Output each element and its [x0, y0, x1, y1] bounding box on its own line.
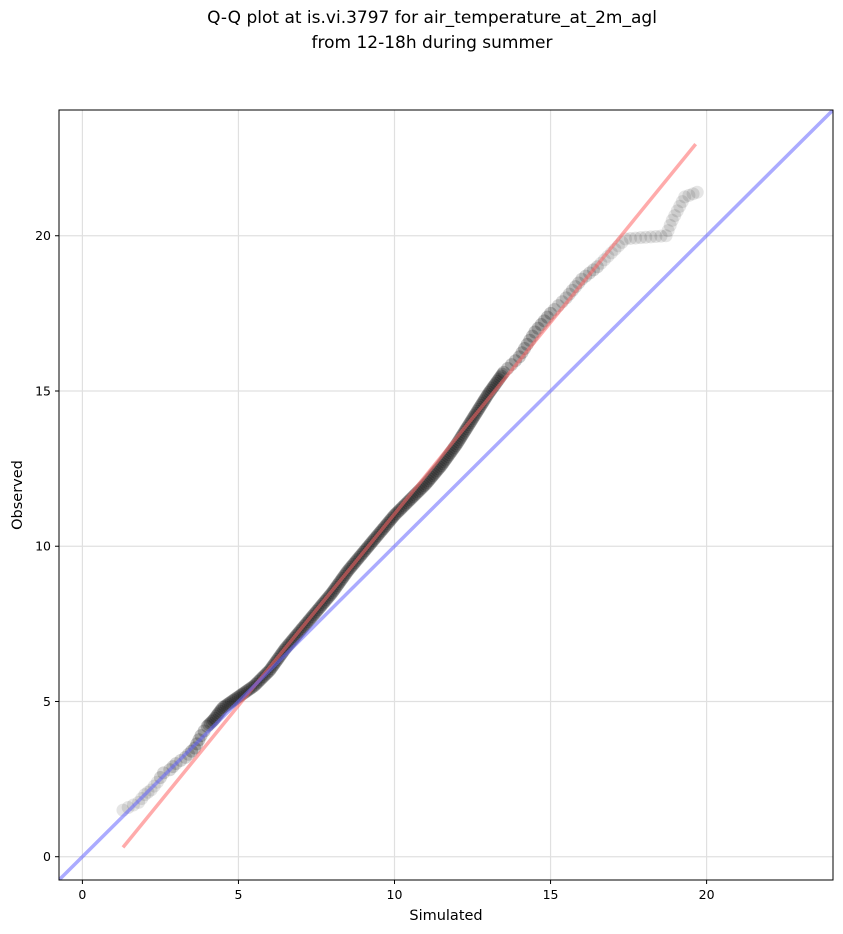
quantile-point: [673, 199, 687, 213]
quantile-point: [597, 253, 611, 267]
reference-lines: [59, 110, 833, 880]
quantile-point: [668, 209, 682, 223]
y-tick-label: 20: [35, 228, 51, 243]
quantile-point: [400, 496, 414, 510]
quantile-point: [663, 218, 677, 232]
quantile-point: [456, 427, 470, 441]
x-axis: 0 5 10 15 20: [78, 880, 715, 902]
quantile-point: [457, 425, 471, 439]
quantile-point: [629, 231, 643, 245]
quantile-point: [512, 350, 526, 364]
chart-title: Q-Q plot at is.vi.3797 for air_temperatu…: [207, 8, 657, 28]
x-tick-label: 10: [387, 887, 403, 902]
quantile-point: [661, 224, 675, 238]
y-tick-label: 5: [43, 694, 51, 709]
quantile-point: [178, 750, 192, 764]
quantile-point: [185, 744, 199, 758]
quantile-point: [121, 801, 135, 815]
fit-line: [121, 143, 698, 849]
x-tick-label: 5: [234, 887, 242, 902]
quantile-point: [188, 741, 202, 755]
quantile-point: [690, 185, 704, 199]
quantile-point: [634, 231, 648, 245]
quantile-points: [116, 185, 704, 817]
quantile-point: [670, 204, 684, 218]
chart-subtitle: from 12-18h during summer: [312, 33, 553, 53]
quantile-point: [644, 230, 658, 244]
x-tick-label: 20: [699, 887, 715, 902]
y-axis: 0 5 10 15 20: [35, 228, 59, 864]
y-axis-label: Observed: [10, 460, 26, 530]
quantile-point: [398, 497, 412, 511]
quantile-point: [665, 213, 679, 227]
plot-frame: [58, 109, 834, 881]
x-tick-label: 15: [543, 887, 559, 902]
quantile-point: [157, 766, 171, 780]
quantile-point: [649, 230, 663, 244]
y-tick-label: 0: [43, 849, 51, 864]
quantile-point: [216, 701, 230, 715]
x-tick-label: 0: [78, 887, 86, 902]
x-axis-label: Simulated: [409, 908, 482, 924]
quantile-point: [686, 187, 700, 201]
quantile-point: [478, 393, 492, 407]
quantile-point: [682, 188, 696, 202]
quantile-point: [624, 231, 638, 245]
quantile-point: [675, 195, 689, 209]
quantile-point: [639, 230, 653, 244]
quantile-point: [601, 249, 615, 263]
y-tick-label: 15: [35, 383, 51, 398]
quantile-point: [194, 729, 208, 743]
identity-line: [59, 110, 833, 880]
quantile-point: [659, 229, 673, 243]
y-tick-label: 10: [35, 539, 51, 554]
quantile-point: [654, 229, 668, 243]
quantile-point: [479, 391, 493, 405]
grid: [59, 110, 833, 880]
quantile-point: [182, 747, 196, 761]
quantile-point: [678, 190, 692, 204]
